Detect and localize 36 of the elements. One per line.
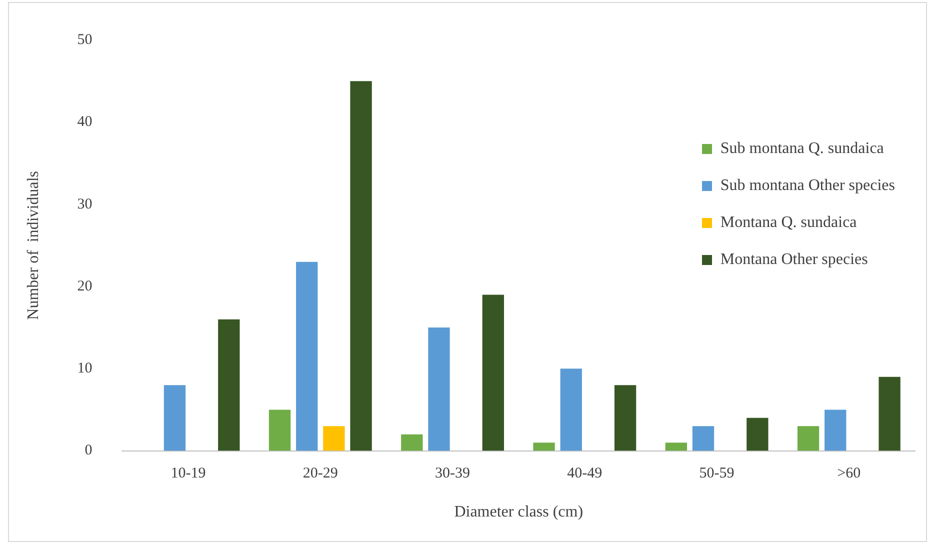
x-tick-label: >60 bbox=[837, 466, 861, 482]
bar bbox=[323, 426, 345, 451]
legend-label: Sub montana Q. sundaica bbox=[720, 140, 884, 158]
bar bbox=[350, 81, 372, 451]
bar bbox=[824, 410, 846, 451]
legend-label: Montana Other species bbox=[720, 250, 868, 268]
bar bbox=[401, 434, 423, 451]
legend-label: Montana Q. sundaica bbox=[720, 214, 857, 232]
legend-label: Sub montana Other species bbox=[720, 176, 895, 194]
x-tick-label: 40-49 bbox=[567, 466, 602, 482]
bar bbox=[268, 410, 291, 451]
x-axis-title: Diameter class (cm) bbox=[454, 504, 584, 521]
bar bbox=[692, 426, 714, 451]
bar bbox=[797, 426, 820, 451]
y-tick-label: 40 bbox=[77, 114, 92, 130]
bar bbox=[482, 294, 504, 451]
y-tick-label: 20 bbox=[77, 278, 92, 294]
y-axis-title: Number of individuals bbox=[24, 170, 42, 320]
bar bbox=[533, 442, 555, 451]
x-tick-label: 10-19 bbox=[170, 466, 206, 482]
x-tick-label: 20-29 bbox=[302, 466, 338, 482]
y-tick-label: 10 bbox=[77, 360, 92, 377]
y-tick-label: 0 bbox=[84, 442, 92, 459]
x-tick-label: 30-39 bbox=[435, 466, 470, 482]
bar bbox=[164, 385, 186, 451]
bar bbox=[665, 442, 688, 451]
bar bbox=[614, 385, 636, 451]
y-tick-label: 50 bbox=[77, 32, 92, 48]
y-tick-label: 30 bbox=[77, 196, 92, 212]
bar bbox=[746, 418, 768, 451]
x-tick-label: 50-59 bbox=[699, 466, 734, 482]
bar bbox=[878, 376, 900, 451]
bar bbox=[296, 262, 318, 451]
bar bbox=[560, 368, 582, 451]
bar bbox=[218, 319, 240, 451]
bar bbox=[428, 328, 450, 451]
